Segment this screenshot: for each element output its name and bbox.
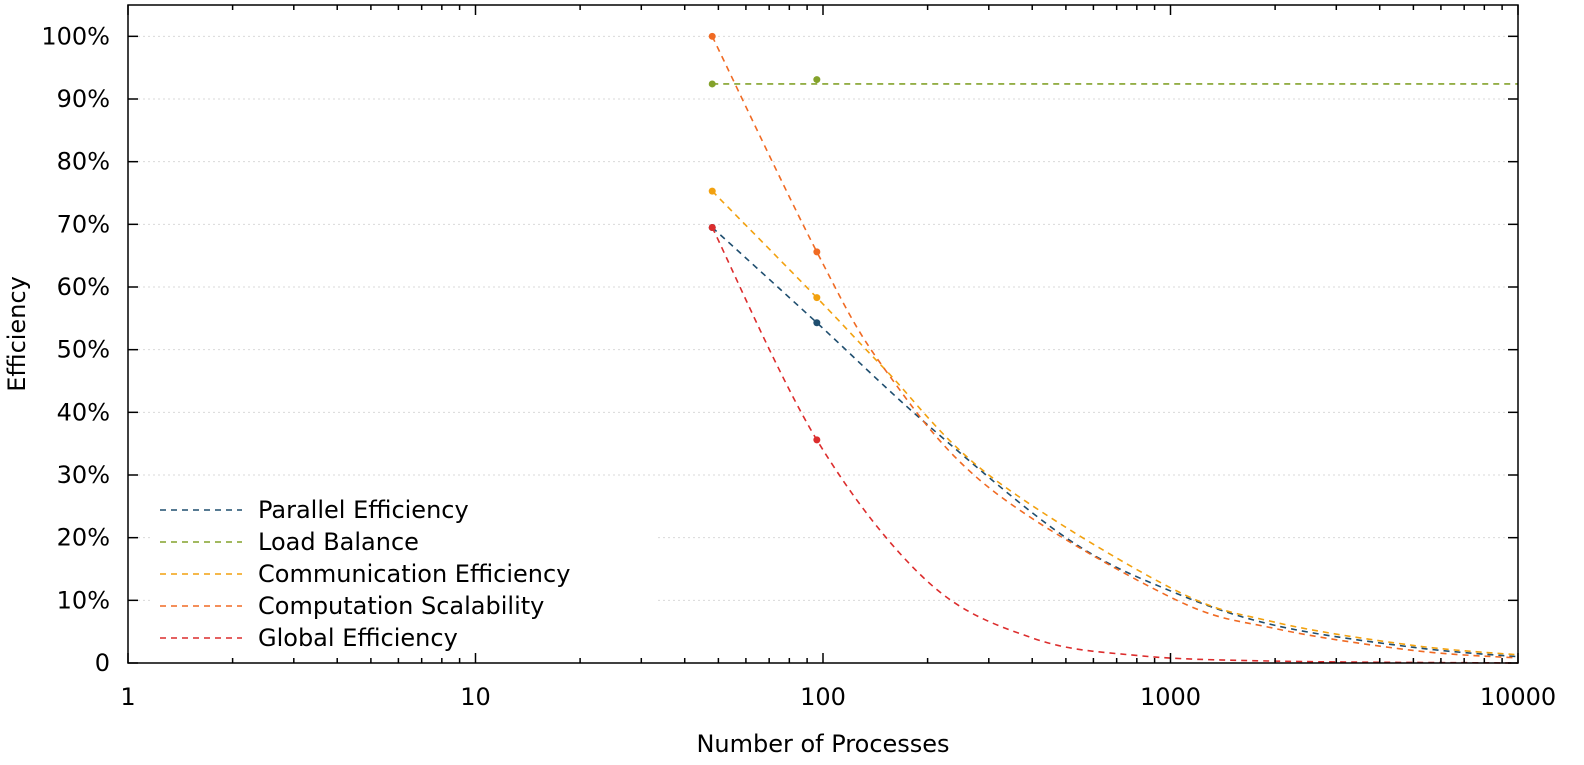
y-tick-label: 90% <box>57 85 110 113</box>
x-axis-title: Number of Processes <box>696 730 949 758</box>
y-tick-label: 10% <box>57 586 110 614</box>
legend-item: Communication Efficiency <box>160 560 570 588</box>
data-point <box>708 80 716 88</box>
legend-item: Load Balance <box>160 528 419 556</box>
legend-label: Load Balance <box>258 528 419 556</box>
y-tick-label: 100% <box>41 22 110 50</box>
series-3 <box>708 32 1519 659</box>
y-tick-label: 50% <box>57 336 110 364</box>
legend-item: Global Efficiency <box>160 624 458 652</box>
data-point <box>813 76 821 84</box>
legend-label: Communication Efficiency <box>258 560 570 588</box>
x-tick-label: 1000 <box>1140 683 1201 711</box>
y-tick-label: 60% <box>57 273 110 301</box>
y-tick-label: 40% <box>57 398 110 426</box>
data-point <box>813 248 821 256</box>
x-axis-tick-labels: 1 10 100 1000 10000 <box>120 683 1556 711</box>
y-axis-title: Efficiency <box>3 276 31 392</box>
axis-ticks <box>127 5 1519 664</box>
series-2 <box>708 187 1519 656</box>
y-tick-label: 0 <box>95 649 110 677</box>
legend-label: Parallel Efficiency <box>258 496 469 524</box>
legend-label: Global Efficiency <box>258 624 458 652</box>
series-1 <box>708 76 1518 88</box>
legend-item: Computation Scalability <box>160 592 544 620</box>
data-point <box>813 294 821 302</box>
data-point <box>708 187 716 195</box>
y-tick-label: 70% <box>57 210 110 238</box>
x-tick-label: 10 <box>460 683 491 711</box>
y-axis-tick-labels: 0 10% 20% 30% 40% 50% 60% 70% 80% 90% 100% <box>41 22 110 677</box>
series-4 <box>708 223 1519 664</box>
data-point <box>813 319 821 327</box>
x-tick-label: 1 <box>120 683 135 711</box>
y-tick-label: 30% <box>57 461 110 489</box>
series-line <box>711 227 1519 664</box>
y-tick-label: 80% <box>57 148 110 176</box>
legend: Parallel Efficiency Load Balance Communica… <box>160 496 570 652</box>
x-tick-label: 100 <box>800 683 846 711</box>
data-point <box>708 32 716 40</box>
y-tick-label: 20% <box>57 524 110 552</box>
data-point <box>813 436 821 444</box>
legend-item: Parallel Efficiency <box>160 496 469 524</box>
series-line <box>711 190 1519 656</box>
legend-label: Computation Scalability <box>258 592 544 620</box>
series-line <box>711 35 1519 659</box>
x-tick-label: 10000 <box>1480 683 1556 711</box>
series-group <box>708 32 1519 664</box>
data-point <box>708 223 716 231</box>
legend-background <box>150 488 655 658</box>
